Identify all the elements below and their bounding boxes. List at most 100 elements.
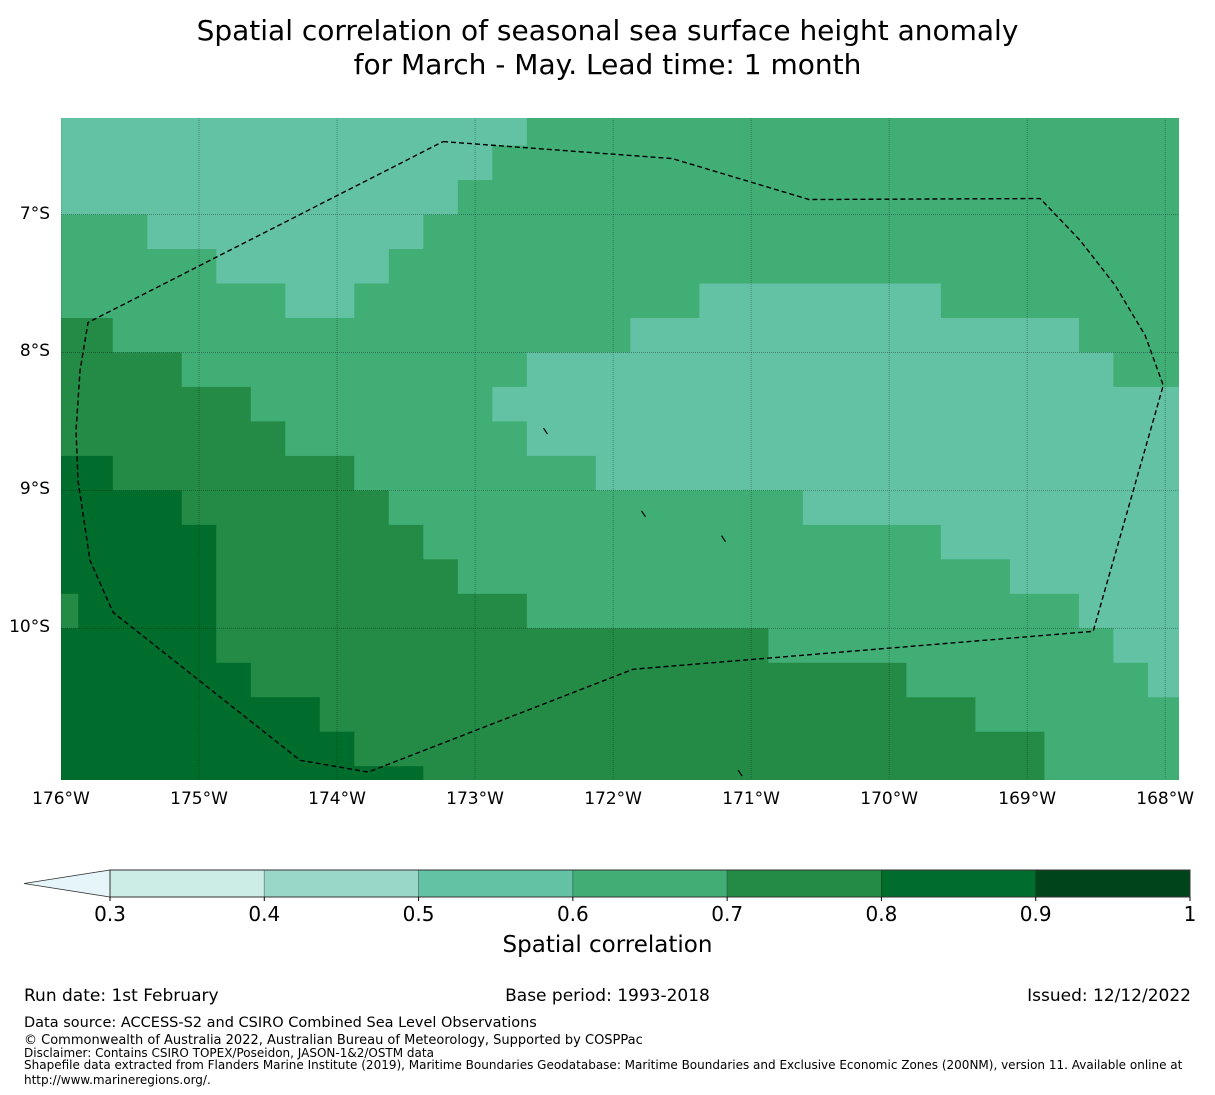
- grid-cell: [216, 559, 459, 595]
- grid-cell: [1044, 766, 1179, 780]
- grid-cell: [423, 214, 1179, 250]
- grid-cell: [181, 490, 390, 526]
- grid-cell: [112, 317, 631, 353]
- grid-cell: [112, 455, 355, 491]
- grid-cell: [216, 593, 528, 629]
- colorbar-extend-triangle: [23, 869, 111, 898]
- grid-cell: [61, 766, 424, 780]
- x-tick-label: 174°W: [308, 789, 366, 809]
- eez-boundary: [75, 140, 1165, 773]
- data-source: Data source: ACCESS-S2 and CSIRO Combine…: [24, 1015, 537, 1031]
- grid-cell: [492, 386, 1179, 422]
- grid-cell: [319, 697, 976, 733]
- grid-cell: [61, 697, 321, 733]
- grid-cell: [354, 283, 700, 319]
- grid-cell: [354, 455, 597, 491]
- grid-cell: [354, 731, 1045, 767]
- chart-title: Spatial correlation of seasonal sea surf…: [0, 14, 1215, 82]
- colorbar-segment: [726, 869, 882, 898]
- colorbar-tick-label: 0.6: [556, 902, 589, 926]
- colorbar-tick-label: 0.4: [248, 902, 281, 926]
- grid-cell: [61, 559, 217, 595]
- grid-cell: [61, 145, 493, 181]
- grid-cell: [285, 283, 355, 319]
- y-tick-label: 10°S: [9, 617, 50, 638]
- y-tick-label: 9°S: [19, 479, 50, 500]
- colorbar-tick-label: 1: [1183, 902, 1197, 926]
- grid-cell: [388, 249, 1179, 284]
- grid-cell: [61, 352, 183, 388]
- x-tick-label: 169°W: [998, 789, 1057, 809]
- correlation-map: [61, 118, 1179, 780]
- grid-cell: [147, 214, 424, 250]
- grid-cell: [906, 662, 1149, 698]
- title-line-2: for March - May. Lead time: 1 month: [353, 48, 862, 81]
- colorbar-tick-label: 0.5: [402, 902, 435, 926]
- grid-cell: [423, 766, 1045, 780]
- island: [640, 510, 646, 518]
- x-tick-label: 172°W: [584, 789, 642, 809]
- grid-cell: [699, 283, 942, 319]
- grid-cell: [61, 180, 459, 216]
- grid-cell: [250, 662, 907, 698]
- colorbar-tick-label: 0.3: [94, 902, 126, 926]
- colorbar-segment: [572, 869, 728, 898]
- grid-cell: [216, 628, 769, 664]
- y-tick-label: 8°S: [19, 341, 50, 362]
- x-tick-label: 171°W: [722, 789, 780, 809]
- grid-cell: [1009, 559, 1179, 595]
- colorbar-segment: [109, 869, 265, 898]
- grid-cell: [78, 593, 217, 629]
- grid-cell: [940, 524, 1179, 560]
- run-date: Run date: 1st February: [24, 986, 219, 1006]
- colorbar-outline: [109, 869, 1191, 898]
- colorbar-segment: [263, 869, 419, 898]
- shapefile-credit: Shapefile data extracted from Flanders M…: [24, 1058, 1183, 1072]
- title-line-1: Spatial correlation of seasonal sea surf…: [196, 14, 1019, 47]
- issued-date: Issued: 12/12/2022: [1027, 986, 1191, 1006]
- island: [737, 769, 743, 777]
- grid-cell: [61, 628, 217, 664]
- grid-cell: [61, 593, 79, 629]
- grid-cell: [61, 317, 114, 353]
- grid-cell: [526, 593, 1080, 629]
- grid-cell: [457, 559, 1011, 595]
- grid-cell: [61, 455, 114, 491]
- grid-cell: [1044, 731, 1179, 767]
- base-period: Base period: 1993-2018: [505, 986, 710, 1006]
- x-tick-label: 175°W: [170, 789, 228, 809]
- grid-cell: [61, 421, 286, 457]
- y-tick-label: 7°S: [19, 203, 50, 224]
- grid-cell: [250, 386, 493, 422]
- grid-cell: [526, 421, 1179, 457]
- marineregions-link[interactable]: http://www.marineregions.org/.: [24, 1073, 211, 1087]
- colorbar: [23, 869, 1191, 901]
- grid-cell: [975, 697, 1179, 733]
- grid-cell: [1113, 352, 1179, 388]
- grid-cell: [388, 490, 804, 526]
- grid-cell: [61, 386, 252, 422]
- grid-cell: [423, 524, 942, 560]
- grid-cell: [526, 118, 1179, 147]
- island: [542, 427, 548, 435]
- grid-cell: [1147, 662, 1179, 698]
- grid-cell: [61, 731, 355, 767]
- grid-cell: [595, 455, 1179, 491]
- grid-cell: [61, 118, 528, 147]
- colorbar-tick-label: 0.8: [865, 902, 898, 926]
- colorbar-label: Spatial correlation: [502, 932, 713, 958]
- grid-cell: [457, 180, 1179, 216]
- x-tick-label: 173°W: [446, 789, 504, 809]
- grid-cell: [61, 249, 217, 284]
- x-tick-label: 170°W: [860, 789, 919, 809]
- grid-cell: [940, 283, 1179, 319]
- grid-cell: [61, 283, 286, 319]
- grid-cell: [61, 490, 183, 526]
- grid-cell: [61, 214, 148, 250]
- grid-cell: [1078, 593, 1179, 629]
- x-tick-label: 176°W: [32, 789, 90, 809]
- copyright: © Commonwealth of Australia 2022, Austra…: [24, 1033, 643, 1048]
- grid-cell: [61, 662, 252, 698]
- island: [721, 535, 727, 542]
- colorbar-segment: [418, 869, 574, 898]
